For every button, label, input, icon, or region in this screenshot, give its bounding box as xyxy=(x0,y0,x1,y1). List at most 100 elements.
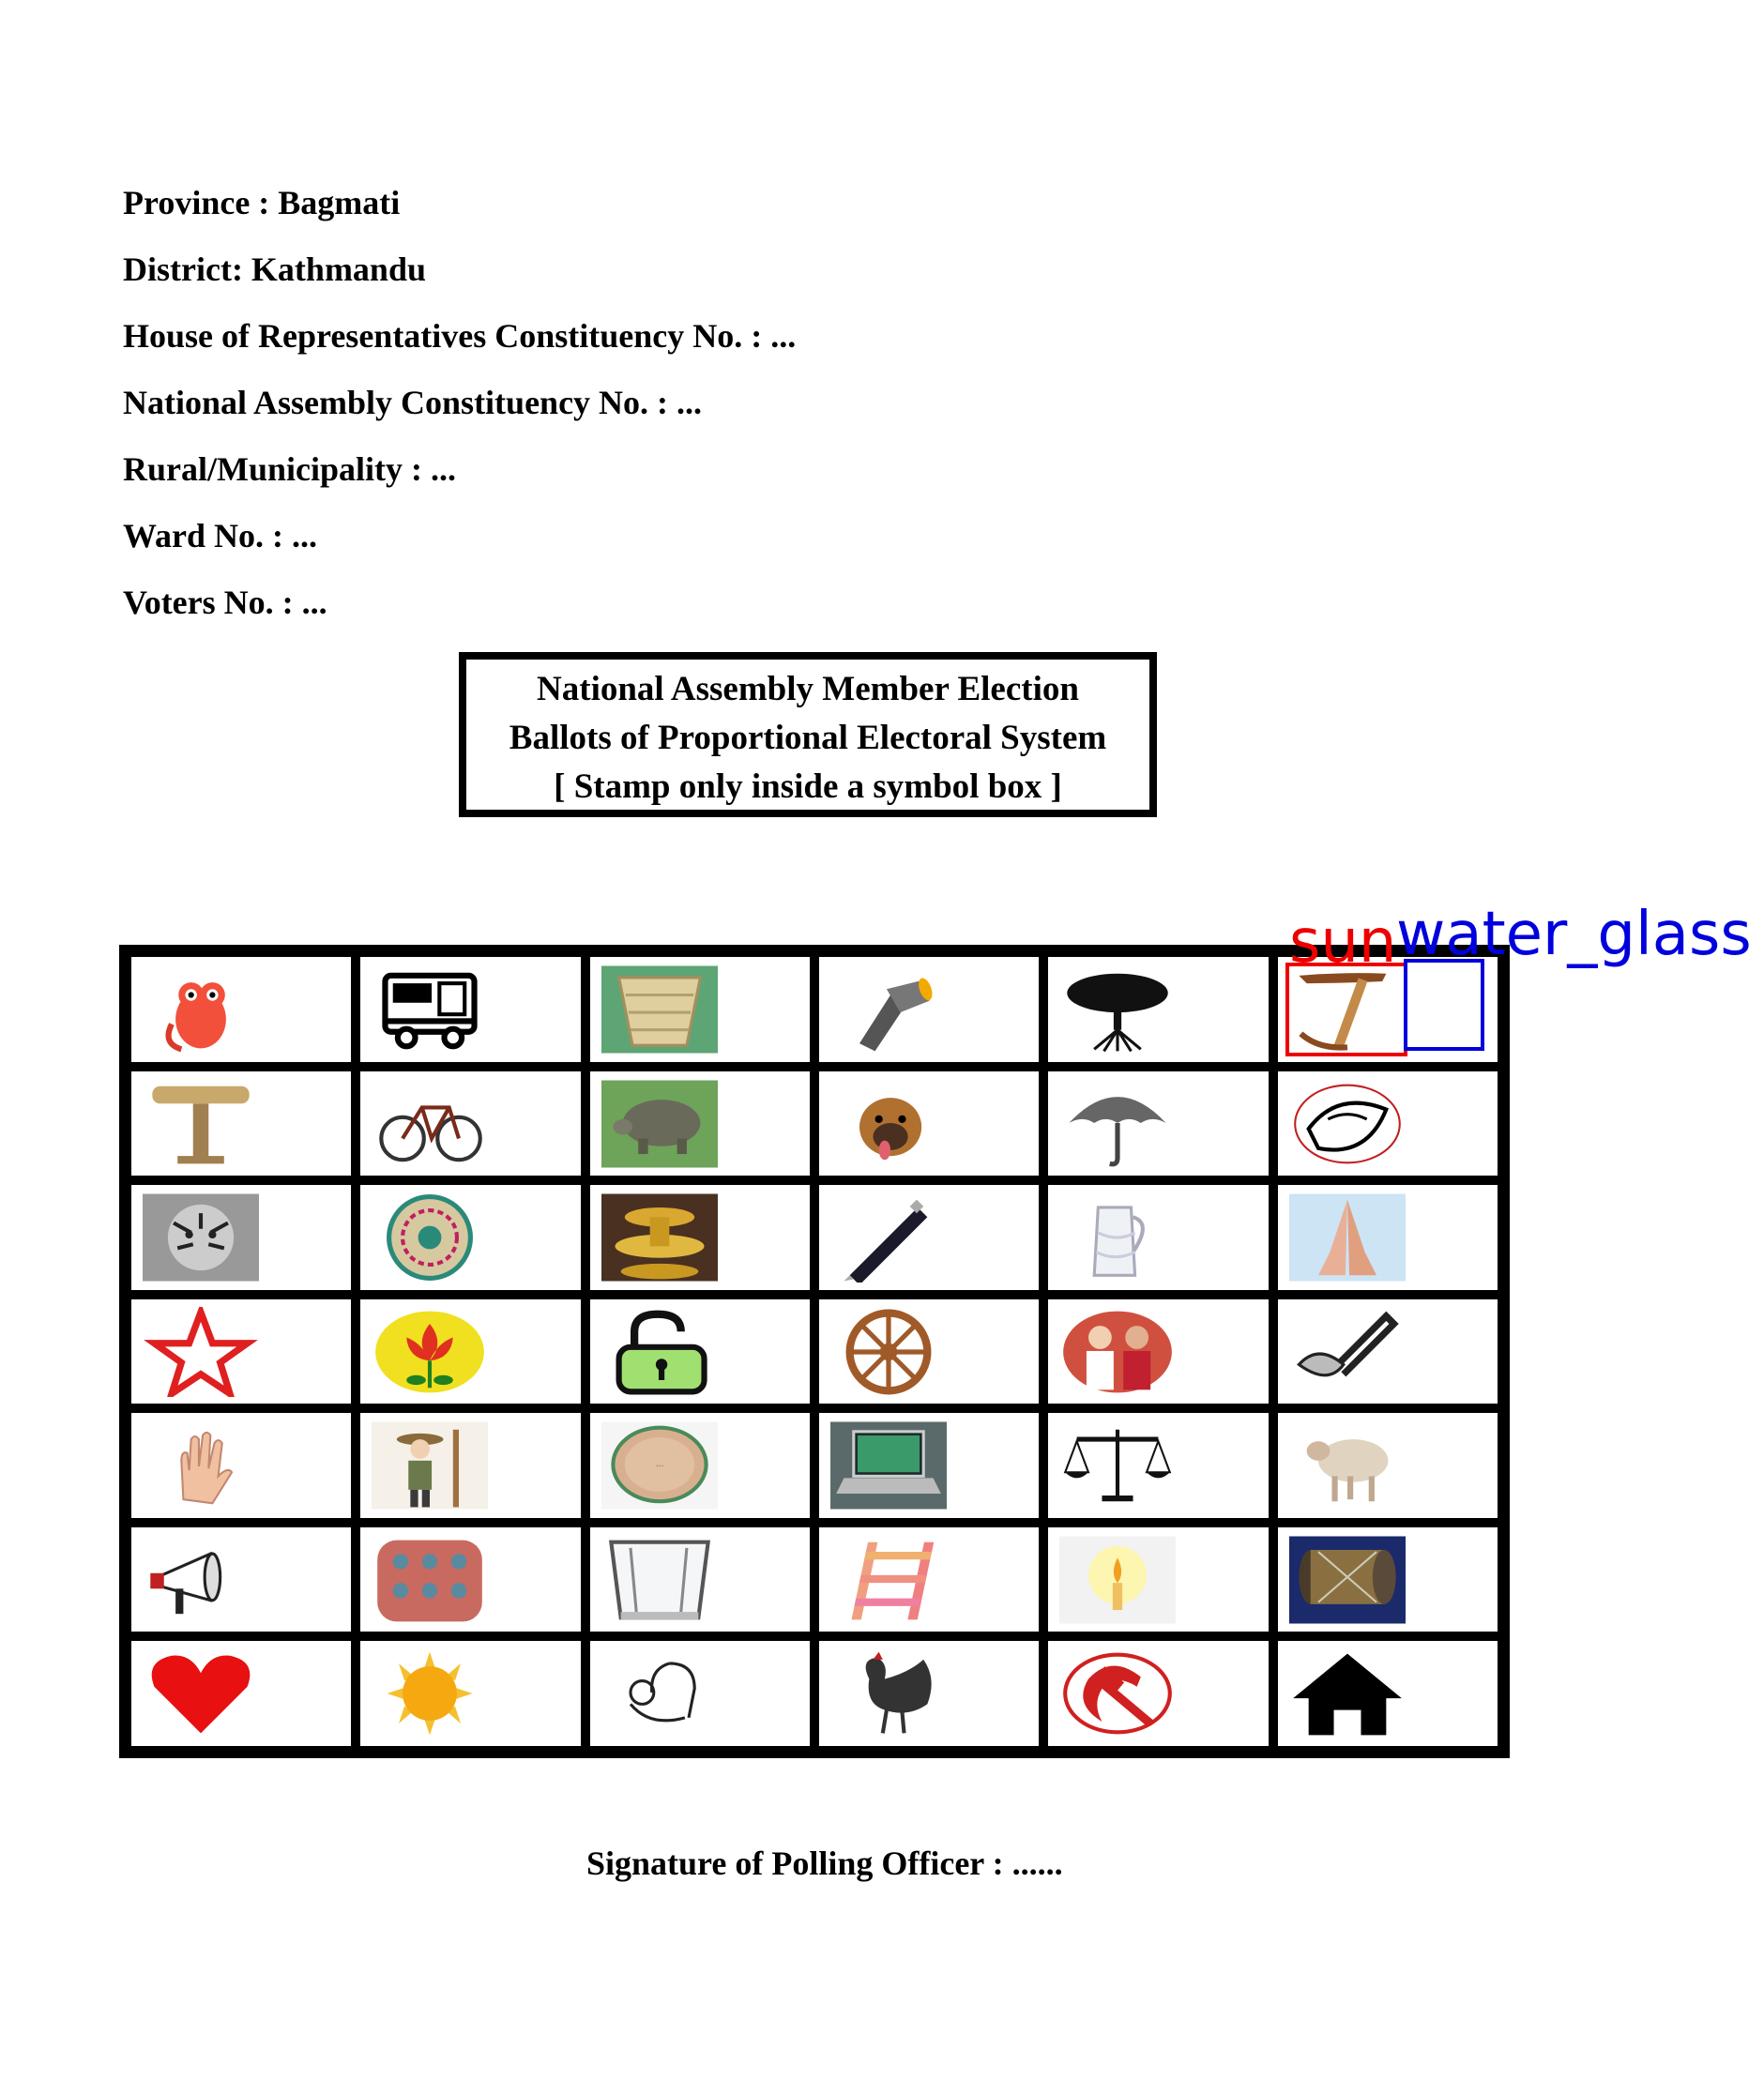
ballot-symbol-box[interactable] xyxy=(585,1066,814,1181)
ballot-symbol-box[interactable] xyxy=(356,1636,585,1751)
ballot-symbol-box[interactable] xyxy=(356,1066,585,1181)
ballot-symbol-box[interactable] xyxy=(814,1066,1044,1181)
sun-icon xyxy=(372,1648,488,1738)
pen-icon xyxy=(830,1192,947,1283)
madal-drum-icon xyxy=(1288,1535,1406,1625)
ballot-symbol-box[interactable] xyxy=(1043,1408,1273,1523)
ballot-title-line-1: National Assembly Member Election xyxy=(537,670,1079,708)
na-constituency-line: National Assembly Constituency No. : ... xyxy=(123,384,703,421)
candle-icon xyxy=(1059,1535,1177,1625)
water-glass-icon xyxy=(601,1535,718,1625)
basket-icon xyxy=(601,964,718,1055)
ballot-symbol-box[interactable] xyxy=(1272,1408,1502,1523)
palm-icon xyxy=(143,1420,259,1511)
ballot-symbol-box[interactable] xyxy=(1043,1636,1273,1751)
wheel-icon xyxy=(830,1307,947,1397)
water-glass-annotation-box xyxy=(1404,959,1484,1051)
tortoise-icon xyxy=(601,1079,718,1169)
ballot-symbol-grid: ... xyxy=(119,945,1510,1758)
cloth-icon xyxy=(372,1535,488,1625)
ballot-symbol-box[interactable]: ... xyxy=(585,1408,814,1523)
voters-line: Voters No. : ... xyxy=(123,584,327,621)
ballot-symbol-box[interactable] xyxy=(1272,1636,1502,1751)
mat-icon xyxy=(372,1192,488,1283)
hammer-sickle-icon xyxy=(1059,1648,1176,1738)
lotus-icon xyxy=(372,1307,488,1397)
ballot-symbol-box[interactable] xyxy=(1043,1066,1273,1181)
ballot-symbol-box[interactable] xyxy=(356,1180,585,1295)
municipality-line: Rural/Municipality : ... xyxy=(123,450,457,488)
namaste-hands-icon xyxy=(1288,1192,1406,1283)
sheep-icon xyxy=(1289,1420,1406,1511)
ballot-symbol-box[interactable] xyxy=(127,952,357,1067)
ballot-symbol-box[interactable] xyxy=(127,1522,357,1637)
ballot-symbol-box[interactable] xyxy=(127,1066,357,1181)
sun-annotation-label: sun xyxy=(1289,907,1397,977)
post-lamp-icon xyxy=(143,1079,259,1169)
tree-icon xyxy=(1059,964,1176,1055)
ballot-symbol-box[interactable] xyxy=(356,1294,585,1409)
ballot-symbol-box[interactable] xyxy=(1272,1522,1502,1637)
water-glass-annotation-label: water_glass xyxy=(1396,900,1752,969)
district-line: District: Kathmandu xyxy=(123,251,426,288)
brass-vessels-icon xyxy=(601,1192,718,1283)
ballot-symbol-box[interactable] xyxy=(585,952,814,1067)
ballot-symbol-box[interactable] xyxy=(356,1522,585,1637)
ballot-symbol-box[interactable] xyxy=(1043,1180,1273,1295)
ballot-symbol-box[interactable] xyxy=(356,952,585,1067)
dog-icon xyxy=(830,1079,947,1169)
ballot-symbol-box[interactable] xyxy=(585,1522,814,1637)
water-jug-icon xyxy=(1059,1192,1176,1283)
province-line: Province : Bagmati xyxy=(123,184,401,221)
ballot-symbol-box[interactable] xyxy=(814,1180,1044,1295)
tiger-icon xyxy=(143,1192,259,1283)
ballot-symbol-box[interactable] xyxy=(814,1636,1044,1751)
ballot-symbol-box[interactable] xyxy=(127,1180,357,1295)
megaphone-icon xyxy=(143,1535,259,1625)
owl-icon xyxy=(143,964,259,1055)
ballot-symbol-box[interactable] xyxy=(356,1408,585,1523)
scales-icon xyxy=(1059,1420,1176,1511)
ballot-symbol-box[interactable] xyxy=(127,1294,357,1409)
sun-annotation-box xyxy=(1285,963,1407,1056)
rooster-icon xyxy=(830,1648,947,1738)
ward-line: Ward No. : ... xyxy=(123,517,317,554)
ballot-symbol-box[interactable] xyxy=(127,1636,357,1751)
star-icon xyxy=(143,1306,259,1397)
ballot-symbol-box[interactable] xyxy=(814,1408,1044,1523)
conch-icon xyxy=(1289,1079,1406,1169)
ballot-symbol-box[interactable] xyxy=(1043,1294,1273,1409)
hammer-pick-swastika-icon xyxy=(1289,964,1406,1055)
ballot-symbol-box[interactable] xyxy=(585,1294,814,1409)
svg-text:...: ... xyxy=(655,1459,663,1469)
ballot-symbol-box[interactable] xyxy=(1043,952,1273,1067)
ballot-symbol-box[interactable] xyxy=(1043,1522,1273,1637)
ballot-symbol-box[interactable] xyxy=(814,1294,1044,1409)
umbrella-icon xyxy=(1059,1079,1176,1169)
polling-officer-signature: Signature of Polling Officer : ...... xyxy=(586,1845,1063,1882)
laptop-icon xyxy=(829,1420,947,1511)
torch-icon xyxy=(830,964,947,1055)
ballot-symbol-box[interactable] xyxy=(1272,1066,1502,1181)
drum-icon: ... xyxy=(601,1420,718,1511)
couple-icon xyxy=(1059,1307,1176,1397)
ballot-symbol-box[interactable] xyxy=(1272,1294,1502,1409)
heart-icon xyxy=(143,1648,259,1738)
bus-icon xyxy=(372,964,488,1055)
ballot-symbol-box[interactable] xyxy=(127,1408,357,1523)
ballot-symbol-box[interactable] xyxy=(585,1180,814,1295)
ballot-title-box: National Assembly Member Election Ballot… xyxy=(459,652,1157,817)
ballot-title-line-2: Ballots of Proportional Electoral System xyxy=(509,719,1107,757)
hor-constituency-line: House of Representatives Constituency No… xyxy=(123,317,797,355)
bicycle-icon xyxy=(372,1079,488,1169)
ballot-symbol-box[interactable] xyxy=(814,1522,1044,1637)
ladder-icon xyxy=(830,1535,947,1625)
mother-child-icon xyxy=(601,1648,718,1738)
ballot-symbol-box[interactable] xyxy=(585,1636,814,1751)
house-icon xyxy=(1289,1648,1406,1738)
ballot-instruction: [ Stamp only inside a symbol box ] xyxy=(554,767,1062,806)
padlock-icon xyxy=(601,1307,718,1397)
ballot-symbol-box[interactable] xyxy=(814,952,1044,1067)
ballot-symbol-box[interactable] xyxy=(1272,1180,1502,1295)
spade-icon xyxy=(1289,1307,1406,1397)
